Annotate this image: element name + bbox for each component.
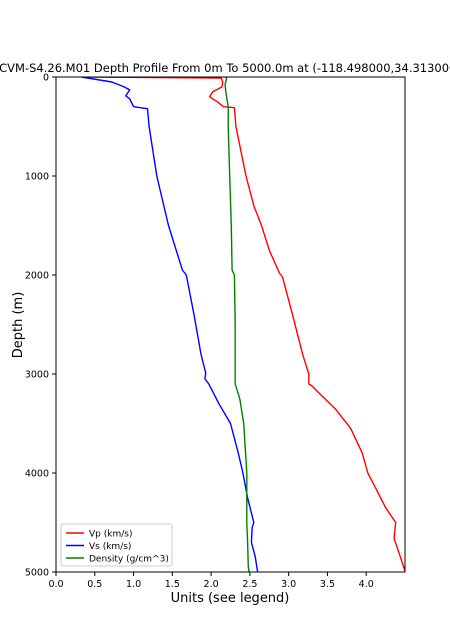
y-tick-label: 5000: [25, 568, 49, 579]
x-axis-ticks: 0.0 0.5 1.0 1.5 2.0 2.5 3.0 3.5 4.0: [48, 572, 374, 590]
legend-label: Vs (km/s): [89, 542, 131, 552]
x-tick-label: 2.0: [204, 579, 219, 590]
series-line-0: [81, 77, 405, 572]
x-tick-label: 3.5: [320, 579, 335, 590]
series-line-1: [81, 77, 259, 572]
plot-frame: [55, 76, 406, 573]
legend: Vp (km/s) Vs (km/s) Density (g/cm^3): [60, 523, 173, 567]
y-tick-label: 2000: [25, 271, 49, 282]
x-tick-label: 0.5: [87, 579, 102, 590]
legend-label: Vp (km/s): [89, 529, 132, 539]
x-axis-label: Units (see legend): [171, 591, 290, 606]
y-axis-label: Depth (m): [11, 292, 26, 359]
x-tick-label: 4.0: [359, 579, 374, 590]
x-tick-label: 0.0: [48, 579, 63, 590]
y-tick-label: 1000: [25, 172, 49, 183]
x-tick-label: 1.5: [165, 579, 180, 590]
chart-title: CVM-S4.26.M01 Depth Profile From 0m To 5…: [0, 61, 450, 75]
y-tick-label: 4000: [25, 469, 49, 480]
y-tick-label: 0: [43, 73, 49, 84]
x-tick-label: 2.5: [242, 579, 257, 590]
y-axis-ticks: 0 1000 2000 3000 4000 5000: [25, 73, 56, 579]
series-line-2: [224, 77, 250, 572]
legend-box: [60, 523, 173, 567]
legend-label: Density (g/cm^3): [89, 554, 169, 564]
x-tick-label: 1.0: [126, 579, 141, 590]
y-tick-label: 3000: [25, 370, 49, 381]
x-tick-label: 3.0: [281, 579, 296, 590]
series-layer: [81, 77, 405, 572]
